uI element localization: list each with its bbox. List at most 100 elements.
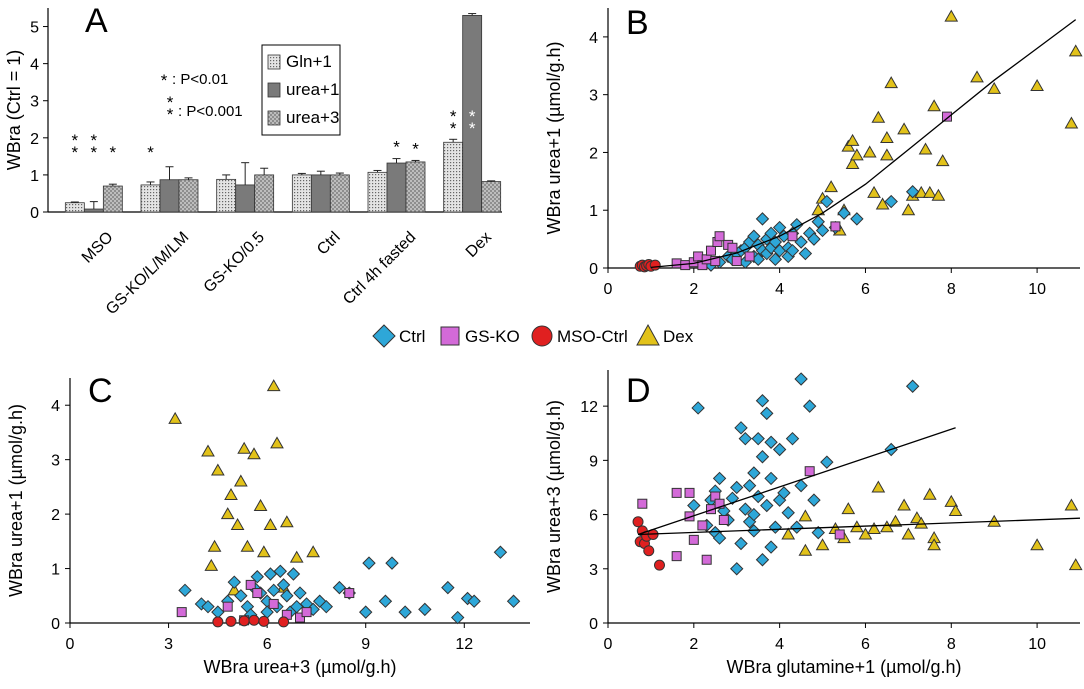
data-point-gs-ko [693,251,704,262]
data-point-dex [266,379,281,392]
data-point-dex [781,527,796,540]
data-point-dex [935,154,950,167]
data-point-mso-ctrl [643,545,655,557]
data-point-dex [944,494,959,507]
data-point-ctrl [211,605,225,619]
bar-Gln+1 [216,178,237,213]
data-point-dex [931,188,946,201]
y-tick-label: 0 [589,261,598,278]
x-category-label: Dex [463,229,495,261]
significance-star: * [393,138,400,157]
data-point-ctrl [734,421,748,435]
data-point-ctrl [441,580,455,595]
data-point-ctrl [802,399,817,413]
y-tick-label: 3 [51,453,60,470]
data-point-gs-ko [344,588,355,599]
legend-label: GS-KO [465,327,520,346]
panel-letter: A [85,2,108,40]
data-point-ctrl [506,594,521,608]
data-point-ctrl [234,589,248,603]
bar-urea+3 [178,179,199,213]
data-point-dex [922,487,937,500]
data-point-mso-ctrl [632,516,644,528]
data-point-dex [279,515,294,528]
data-point-ctrl [730,480,744,495]
data-point-dex [867,185,881,198]
bar-Gln+1 [64,202,85,213]
data-point-ctrl [178,583,192,598]
pvalue-stars: * [161,71,168,90]
data-point-ctrl [738,431,753,446]
data-point-ctrl [811,215,825,229]
data-point-dex [845,156,860,169]
y-tick-label: 1 [51,562,60,579]
data-point-gs-ko [222,601,233,612]
pvalue-stars: * [167,93,174,112]
legend-swatch [267,110,281,126]
data-point-ctrl [276,578,291,592]
bar-urea+1 [83,208,104,213]
significance-star: * [450,119,457,138]
data-point-ctrl [764,471,778,486]
legend-swatch [267,54,281,70]
data-point-gs-ko [744,251,755,262]
data-point-ctrl [747,229,761,243]
data-point-ctrl [691,401,705,415]
data-point-ctrl [807,232,821,246]
data-point-dex [850,148,864,161]
data-point-dex [1030,78,1044,91]
data-point-ctrl [785,243,800,258]
x-tick-label: 4 [775,636,784,653]
data-point-dex [224,488,238,501]
data-point-dex [884,76,899,89]
data-point-ctrl [820,194,834,209]
data-point-ctrl [687,498,701,513]
legend-label: urea+1 [286,80,339,99]
bar-urea+1 [386,162,407,213]
data-point-ctrl [319,599,333,614]
data-point-ctrl [811,525,825,540]
data-point-gs-ko [718,514,729,525]
x-axis-label: WBra glutamine+1 (µmol/g.h) [727,657,962,677]
bar-urea+3 [405,161,426,213]
data-point-gs-ko [787,231,798,242]
x-tick-label: 2 [689,636,698,653]
x-tick-label: 10 [1028,636,1046,653]
data-point-ctrl [755,212,770,226]
data-point-gs-ko [252,588,263,599]
data-point-dex [247,447,261,460]
significance-star: * [147,143,154,162]
data-point-mso-ctrl [258,615,270,627]
data-point-ctrl [777,486,791,500]
bar-Gln+1 [140,184,161,213]
data-point-dex [240,539,255,552]
data-point-dex [168,411,183,424]
bar-Gln+1 [291,174,312,213]
data-point-ctrl [742,478,757,493]
data-point-gs-ko [245,579,256,590]
y-tick-label: 6 [589,508,598,525]
data-point-mso-ctrl [248,614,260,626]
bar-urea+3 [481,181,502,213]
panel-d-scatter-chart: D 0 3 6 9 12 0 2 4 6 8 10 WBra glutamine+1 (µmol/g.h… [544,370,1083,677]
significance-star: * [110,143,117,162]
data-point-gs-ko [268,598,279,609]
significance-star: * [469,119,476,138]
data-point-mso-ctrl [649,259,661,271]
data-point-ctrl [738,502,753,516]
legend-label: MSO-Ctrl [557,327,628,346]
legend-swatch [267,82,281,98]
data-point-dex [263,517,278,530]
x-tick-label: 12 [455,636,473,653]
data-point-gs-ko [176,607,187,618]
significance-star: * [72,143,79,162]
data-point-ctrl [768,520,783,534]
panel-letter: B [626,4,649,42]
data-point-dex [1064,116,1079,129]
data-point-dex [841,139,856,152]
x-tick-label: 8 [947,281,956,298]
x-category-label: GS-KO/0.5 [201,229,268,296]
legend-label: Ctrl [399,327,425,346]
